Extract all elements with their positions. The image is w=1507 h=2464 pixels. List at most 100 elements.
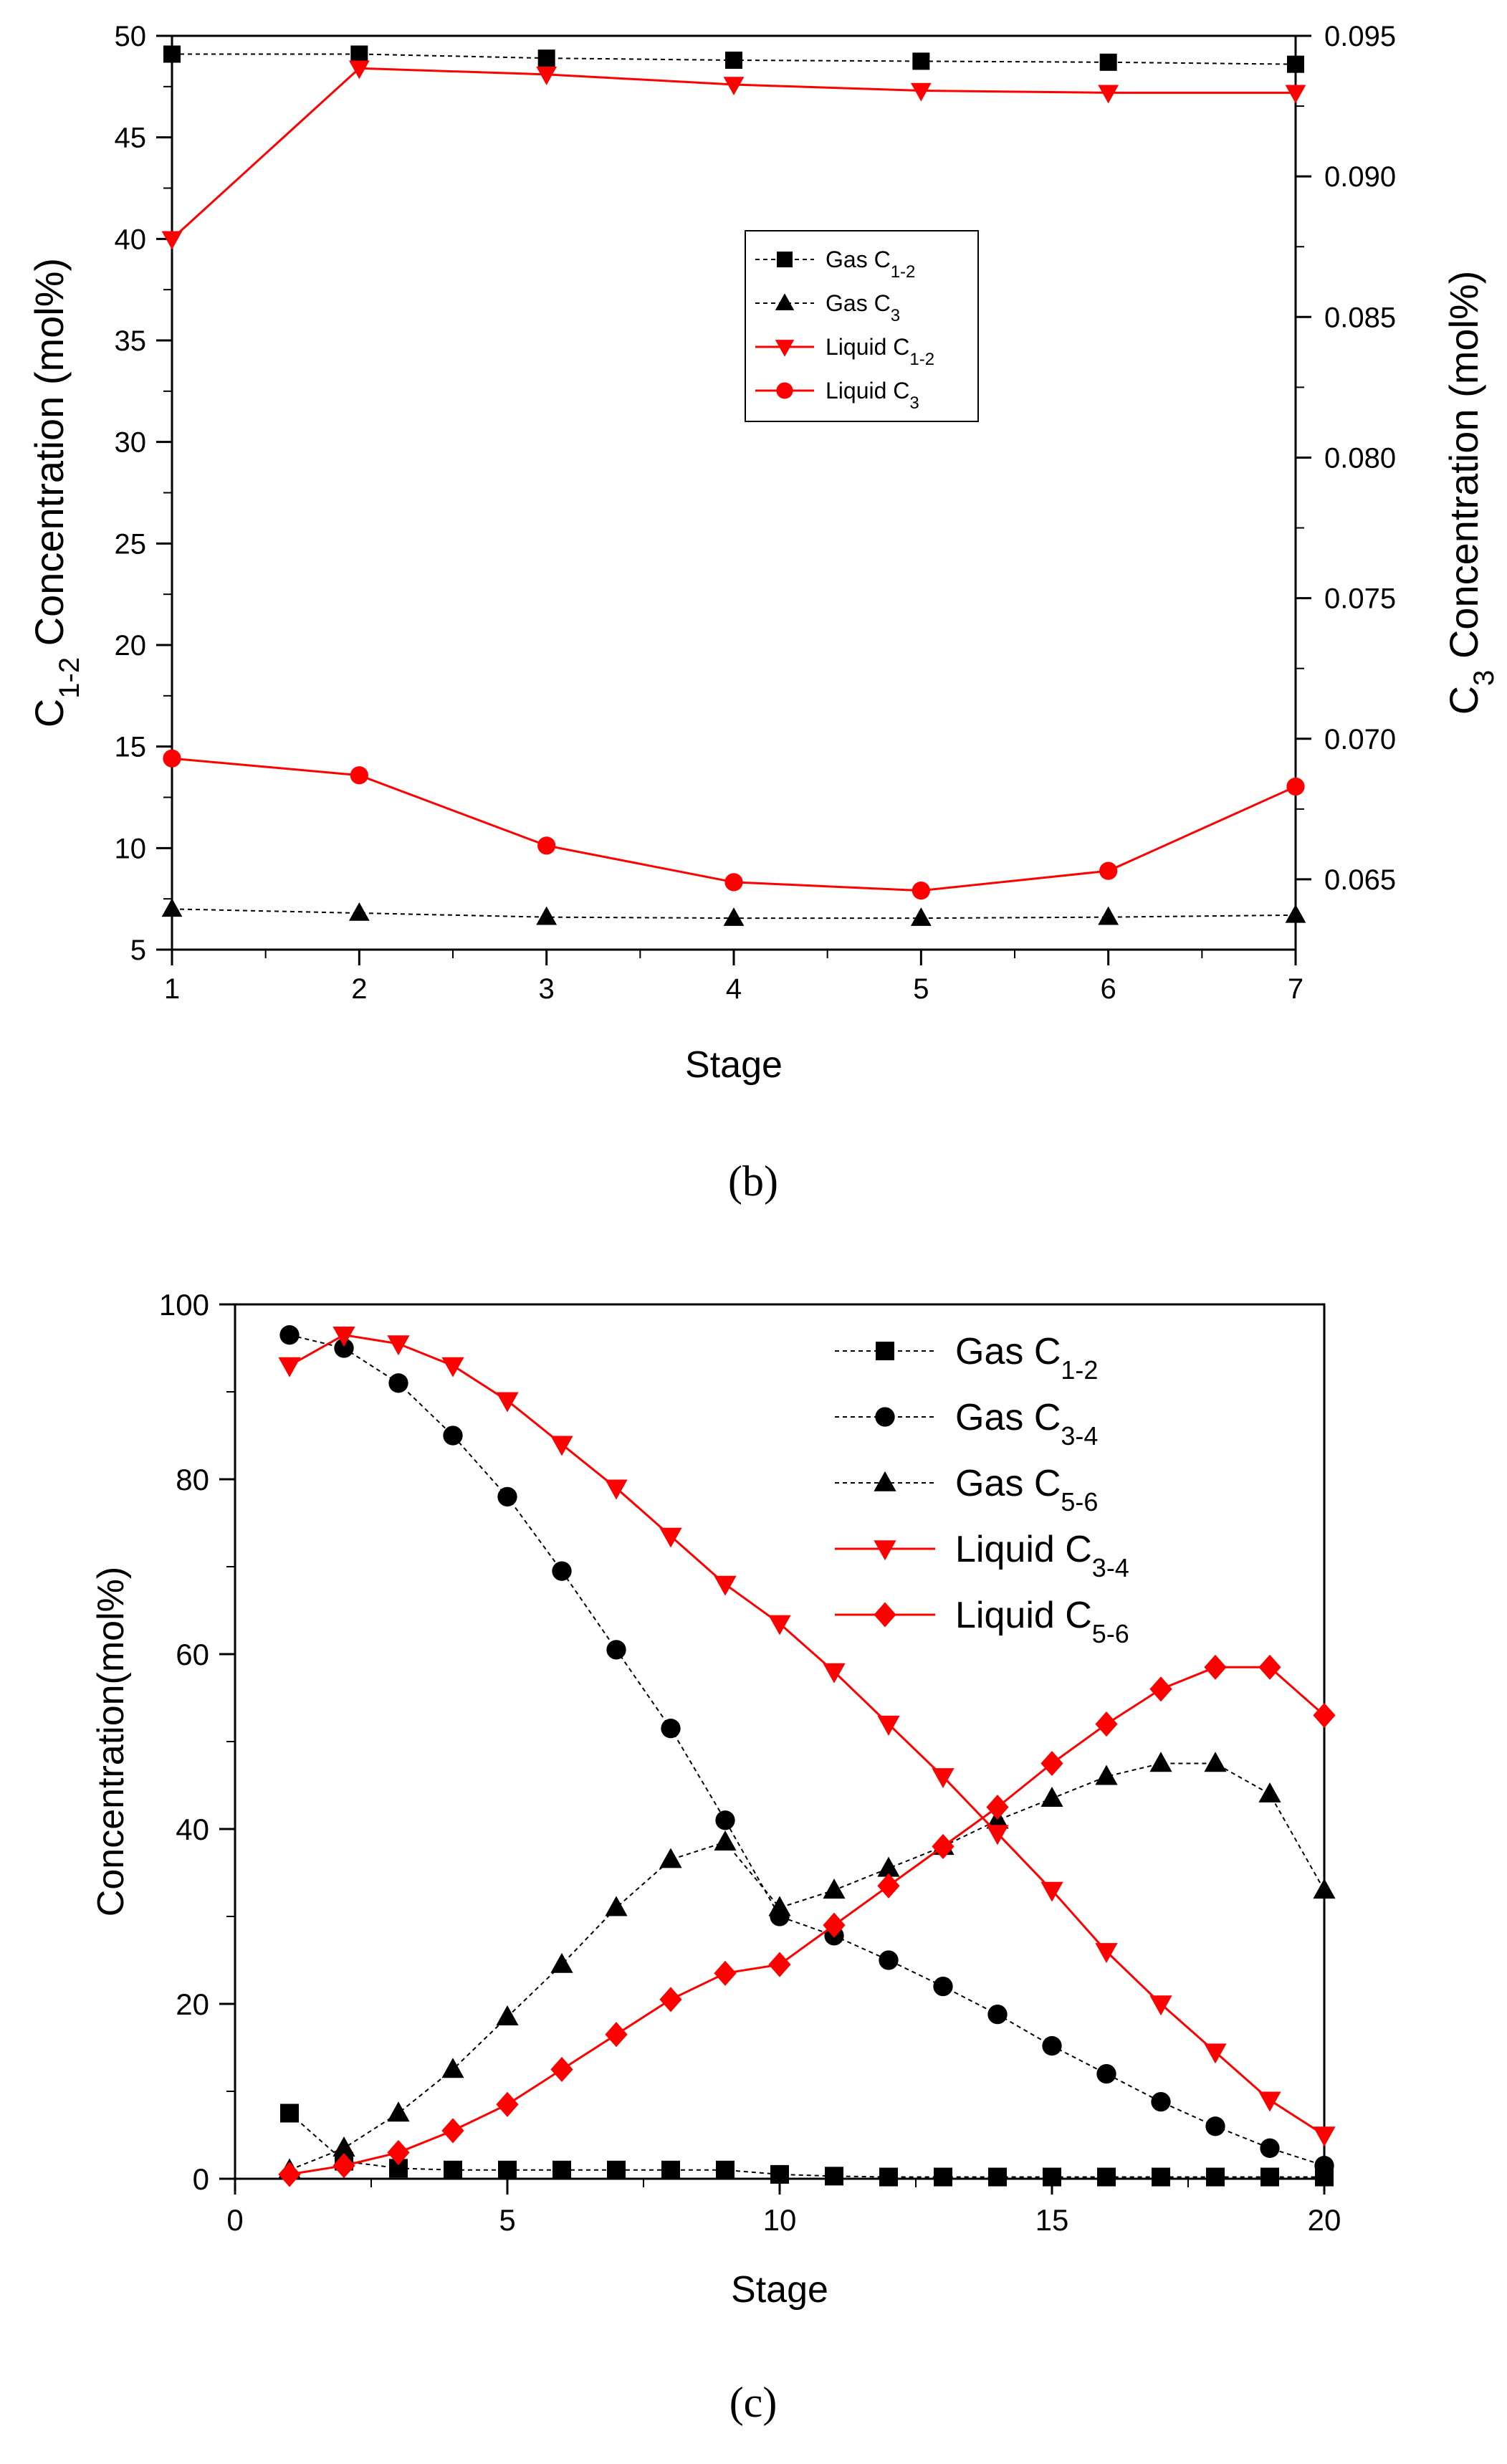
data-point <box>988 2167 1007 2187</box>
legend-label: Gas C1-2 <box>826 247 915 282</box>
data-point <box>1098 906 1119 925</box>
legend-marker <box>776 382 793 399</box>
data-point <box>877 1873 900 1899</box>
y-tick-label: 40 <box>115 224 147 255</box>
chart-panel-b: 1 2 3 4 5 6 751015202530354045500.0650.0700.07… <box>27 21 1500 1205</box>
data-point <box>1149 1995 1172 2016</box>
data-point <box>280 2104 299 2123</box>
data-point <box>912 52 930 70</box>
data-point <box>724 873 743 892</box>
data-point <box>387 2101 410 2122</box>
data-point <box>605 2022 628 2048</box>
data-point <box>823 1912 846 1938</box>
data-point <box>496 2091 519 2117</box>
data-point <box>1206 2167 1225 2187</box>
data-point <box>496 1392 519 1413</box>
data-point <box>163 749 181 768</box>
data-point <box>550 1436 573 1456</box>
y-right-tick-label: 0.090 <box>1324 161 1396 193</box>
data-point <box>1285 85 1306 104</box>
data-point <box>163 45 181 63</box>
y-right-tick-label: 0.070 <box>1324 724 1396 755</box>
series-line-liquid-c3-4 <box>289 1334 1325 2136</box>
data-point <box>770 2164 789 2184</box>
data-point <box>348 60 370 80</box>
legend-marker <box>874 1602 896 1628</box>
data-point <box>387 2139 410 2165</box>
series-line-gas-c3-4 <box>289 1334 1325 2167</box>
data-point <box>723 77 745 95</box>
legend-marker <box>777 252 793 267</box>
data-point <box>161 231 183 250</box>
data-point <box>768 1896 791 1916</box>
data-point <box>1287 55 1304 73</box>
data-point <box>912 882 930 900</box>
data-point <box>550 1952 573 1973</box>
data-point <box>659 1987 682 2012</box>
y-tick-label: 0 <box>193 2162 209 2196</box>
y-right-axis-title: C3 Concentration (mol%) <box>1441 271 1500 715</box>
data-point <box>877 1715 900 1736</box>
x-tick-label: 4 <box>726 973 742 1005</box>
y-right-tick-label: 0.095 <box>1324 21 1396 52</box>
data-point <box>1204 1654 1227 1680</box>
data-point <box>536 67 558 85</box>
data-point <box>444 2160 462 2179</box>
x-tick-label: 1 <box>164 973 180 1005</box>
data-point <box>607 2160 626 2179</box>
x-tick-label: 15 <box>1035 2203 1069 2237</box>
data-point <box>825 2167 843 2186</box>
data-point <box>823 1878 846 1899</box>
x-tick-label: 2 <box>351 973 367 1005</box>
data-point <box>714 1575 737 1596</box>
y-tick-label: 35 <box>115 325 147 357</box>
data-point <box>1260 2167 1279 2187</box>
data-point <box>986 1825 1009 1845</box>
data-point <box>1313 1702 1336 1728</box>
data-point <box>1095 1765 1118 1785</box>
data-point <box>1204 1752 1227 1772</box>
legend-label: Gas C3 <box>826 290 900 325</box>
y-tick-label: 10 <box>115 833 147 864</box>
data-point <box>1258 1782 1281 1802</box>
data-point <box>1040 1750 1063 1777</box>
data-point <box>1149 1676 1172 1702</box>
x-tick-label: 3 <box>539 973 555 1005</box>
data-point <box>910 82 932 102</box>
data-point <box>1258 2091 1281 2112</box>
series-line-liquid-c5-6 <box>289 1666 1325 2176</box>
x-axis-title: Stage <box>731 2269 828 2311</box>
data-point <box>443 1426 463 1446</box>
data-point <box>932 1768 955 1789</box>
data-point <box>550 2056 573 2083</box>
data-point <box>823 1663 846 1684</box>
data-point <box>714 1960 737 1986</box>
data-point <box>537 49 555 67</box>
legend-marker <box>874 1471 896 1491</box>
data-point <box>1095 1943 1118 1964</box>
y-tick-label: 80 <box>176 1463 209 1496</box>
y-tick-label: 40 <box>176 1813 209 1846</box>
data-point <box>1099 53 1117 71</box>
data-point <box>659 1848 682 1868</box>
y-tick-label: 15 <box>115 732 147 763</box>
x-tick-label: 7 <box>1288 973 1303 1005</box>
data-point <box>659 1527 682 1548</box>
y-tick-label: 50 <box>115 21 147 52</box>
data-point <box>161 898 183 917</box>
y-tick-label: 20 <box>176 1987 209 2021</box>
y-right-tick-label: 0.080 <box>1324 442 1396 474</box>
data-point <box>1151 2091 1171 2112</box>
data-point <box>1205 2116 1225 2136</box>
data-point <box>552 2160 571 2179</box>
legend-marker <box>875 1407 895 1427</box>
data-point <box>1313 1878 1336 1899</box>
data-point <box>1285 904 1306 923</box>
legend-label: Liquid C1-2 <box>826 334 934 369</box>
y-tick-label: 45 <box>115 123 147 154</box>
data-point <box>910 907 932 926</box>
y-tick-label: 25 <box>115 528 147 560</box>
legend-marker <box>874 1540 896 1561</box>
legend-label: Liquid C3 <box>826 378 919 413</box>
data-point <box>333 1327 355 1347</box>
